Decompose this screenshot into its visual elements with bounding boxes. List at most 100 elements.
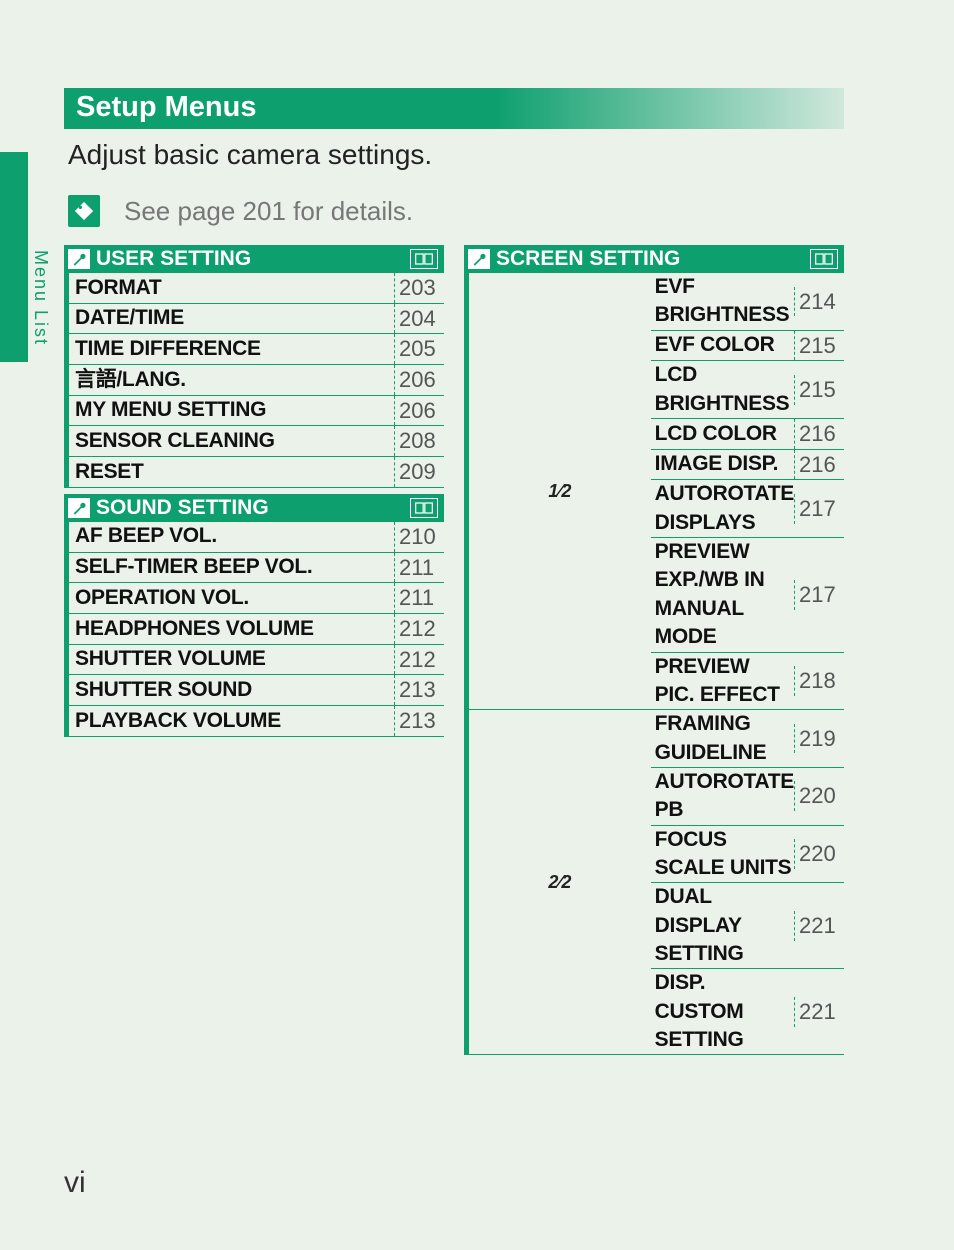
menu-row-page: 212 [394, 614, 444, 644]
sound-setting-title: SOUND SETTING [96, 496, 410, 520]
screen-group-2: 2⁄2 FRAMING GUIDELINE219AUTOROTATE PB220… [469, 710, 844, 1055]
page-title: Setup Menus [64, 88, 844, 129]
menu-row: SHUTTER VOLUME212 [69, 645, 444, 676]
menu-row-label: RESET [75, 458, 394, 486]
menu-row: LCD COLOR216 [651, 419, 844, 450]
left-column: USER SETTING FORMAT203DATE/TIME204TIME D… [64, 245, 444, 1061]
menu-row: AUTOROTATE PB220 [651, 768, 844, 826]
screen-setting-body: 1⁄2 EVF BRIGHTNESS214EVF COLOR215LCD BRI… [464, 273, 844, 1055]
fraction-1-2: 1⁄2 [469, 273, 651, 710]
wrench-icon [68, 249, 90, 269]
menu-row-page: 203 [394, 273, 444, 303]
screen-setting-section: SCREEN SETTING 1⁄2 EVF BRIGHTNESS214EVF … [464, 245, 844, 1055]
menu-row-page: 211 [394, 583, 444, 613]
menu-row-label: SHUTTER VOLUME [75, 645, 394, 673]
menu-row-label: PREVIEW EXP./WB IN MANUAL MODE [655, 538, 794, 651]
menu-row-label: AF BEEP VOL. [75, 522, 394, 550]
menu-row-label: SELF-TIMER BEEP VOL. [75, 553, 394, 581]
menu-row-page: 216 [794, 450, 844, 480]
page-subtitle: Adjust basic camera settings. [64, 139, 844, 171]
user-setting-title: USER SETTING [96, 247, 410, 271]
menu-row-label: IMAGE DISP. [655, 450, 794, 478]
menu-row: MY MENU SETTING206 [69, 396, 444, 427]
menu-row-page: 211 [394, 553, 444, 583]
menu-row-page: 208 [394, 426, 444, 456]
columns: USER SETTING FORMAT203DATE/TIME204TIME D… [64, 245, 844, 1061]
menu-row-label: LCD COLOR [655, 420, 794, 448]
menu-row: HEADPHONES VOLUME212 [69, 614, 444, 645]
menu-row: AF BEEP VOL.210 [69, 522, 444, 553]
book-icon [810, 249, 838, 269]
menu-row-page: 219 [794, 724, 844, 754]
menu-row: EVF COLOR215 [651, 331, 844, 362]
fraction-2-2: 2⁄2 [469, 710, 651, 1055]
tag-icon [68, 195, 100, 227]
user-setting-rows: FORMAT203DATE/TIME204TIME DIFFERENCE205言… [64, 273, 444, 488]
menu-row: 言語/LANG.206 [69, 365, 444, 396]
menu-row-page: 220 [794, 839, 844, 869]
menu-row-label: HEADPHONES VOLUME [75, 615, 394, 643]
menu-row: DATE/TIME204 [69, 304, 444, 335]
menu-row-page: 206 [394, 365, 444, 395]
menu-row: PREVIEW EXP./WB IN MANUAL MODE217 [651, 538, 844, 652]
menu-row: FOCUS SCALE UNITS220 [651, 826, 844, 884]
user-setting-header: USER SETTING [64, 245, 444, 273]
note-text: See page 201 for details. [124, 196, 413, 227]
screen-setting-header: SCREEN SETTING [464, 245, 844, 273]
menu-row-label: EVF BRIGHTNESS [655, 273, 794, 330]
menu-row-label: DISP. CUSTOM SETTING [655, 969, 794, 1054]
menu-row: OPERATION VOL.211 [69, 583, 444, 614]
menu-row-page: 217 [794, 580, 844, 610]
sound-setting-section: SOUND SETTING AF BEEP VOL.210SELF-TIMER … [64, 494, 444, 737]
menu-row-page: 213 [394, 675, 444, 705]
menu-row-page: 218 [794, 666, 844, 696]
menu-row-label: FORMAT [75, 274, 394, 302]
menu-row: AUTOROTATE DISPLAYS217 [651, 480, 844, 538]
side-tab [0, 152, 28, 362]
menu-row: DUAL DISPLAY SETTING221 [651, 883, 844, 969]
screen-group-1: 1⁄2 EVF BRIGHTNESS214EVF COLOR215LCD BRI… [469, 273, 844, 710]
menu-row: RESET209 [69, 457, 444, 488]
menu-row-page: 212 [394, 645, 444, 675]
menu-row: IMAGE DISP.216 [651, 450, 844, 481]
right-column: SCREEN SETTING 1⁄2 EVF BRIGHTNESS214EVF … [464, 245, 844, 1061]
menu-row: SHUTTER SOUND213 [69, 675, 444, 706]
menu-row-page: 215 [794, 375, 844, 405]
menu-row-page: 216 [794, 419, 844, 449]
menu-row-label: DATE/TIME [75, 304, 394, 332]
menu-row-label: AUTOROTATE PB [655, 768, 794, 825]
book-icon [410, 249, 438, 269]
menu-row: LCD BRIGHTNESS215 [651, 361, 844, 419]
menu-row-label: FOCUS SCALE UNITS [655, 826, 794, 883]
menu-row: TIME DIFFERENCE205 [69, 334, 444, 365]
menu-row-page: 204 [394, 304, 444, 334]
menu-row: FORMAT203 [69, 273, 444, 304]
menu-row-page: 220 [794, 781, 844, 811]
menu-row: PREVIEW PIC. EFFECT218 [651, 653, 844, 711]
menu-row-label: FRAMING GUIDELINE [655, 710, 794, 767]
menu-row-label: LCD BRIGHTNESS [655, 361, 794, 418]
menu-row: DISP. CUSTOM SETTING221 [651, 969, 844, 1055]
menu-row-label: MY MENU SETTING [75, 396, 394, 424]
menu-row-label: OPERATION VOL. [75, 584, 394, 612]
menu-row-page: 206 [394, 396, 444, 426]
menu-row-label: 言語/LANG. [75, 366, 394, 394]
menu-row-page: 214 [794, 287, 844, 317]
menu-row-page: 221 [794, 997, 844, 1027]
wrench-icon [68, 498, 90, 518]
note-row: See page 201 for details. [64, 195, 844, 227]
menu-row-label: TIME DIFFERENCE [75, 335, 394, 363]
menu-row-label: PLAYBACK VOLUME [75, 707, 394, 735]
screen-group-2-rows: FRAMING GUIDELINE219AUTOROTATE PB220FOCU… [651, 710, 844, 1055]
menu-row: PLAYBACK VOLUME213 [69, 706, 444, 737]
screen-setting-title: SCREEN SETTING [496, 247, 810, 271]
menu-row: EVF BRIGHTNESS214 [651, 273, 844, 331]
menu-row-page: 205 [394, 334, 444, 364]
user-setting-section: USER SETTING FORMAT203DATE/TIME204TIME D… [64, 245, 444, 488]
side-label: Menu List [30, 250, 51, 346]
menu-row-label: EVF COLOR [655, 331, 794, 359]
sound-setting-rows: AF BEEP VOL.210SELF-TIMER BEEP VOL.211OP… [64, 522, 444, 737]
page-number: vi [64, 1166, 86, 1200]
sound-setting-header: SOUND SETTING [64, 494, 444, 522]
menu-row-label: PREVIEW PIC. EFFECT [655, 653, 794, 710]
